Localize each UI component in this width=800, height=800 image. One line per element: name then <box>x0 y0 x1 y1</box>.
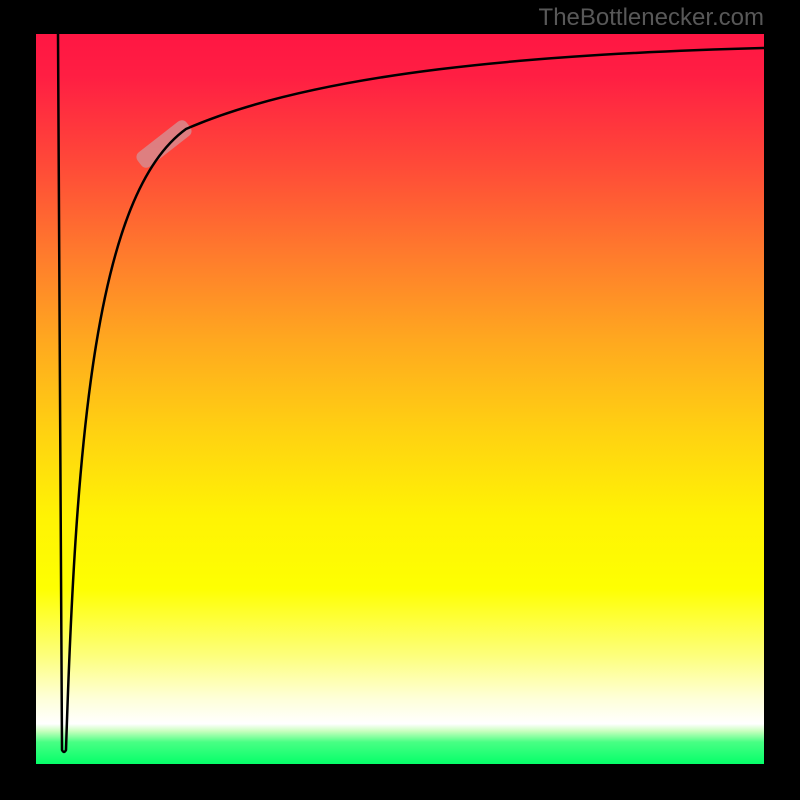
highlight-marker <box>134 118 194 170</box>
chart-frame: TheBottlenecker.com <box>0 0 800 800</box>
plot-area <box>36 34 764 764</box>
curve-layer <box>36 34 764 764</box>
highlight-rect <box>134 118 194 170</box>
watermark-label: TheBottlenecker.com <box>539 4 764 32</box>
